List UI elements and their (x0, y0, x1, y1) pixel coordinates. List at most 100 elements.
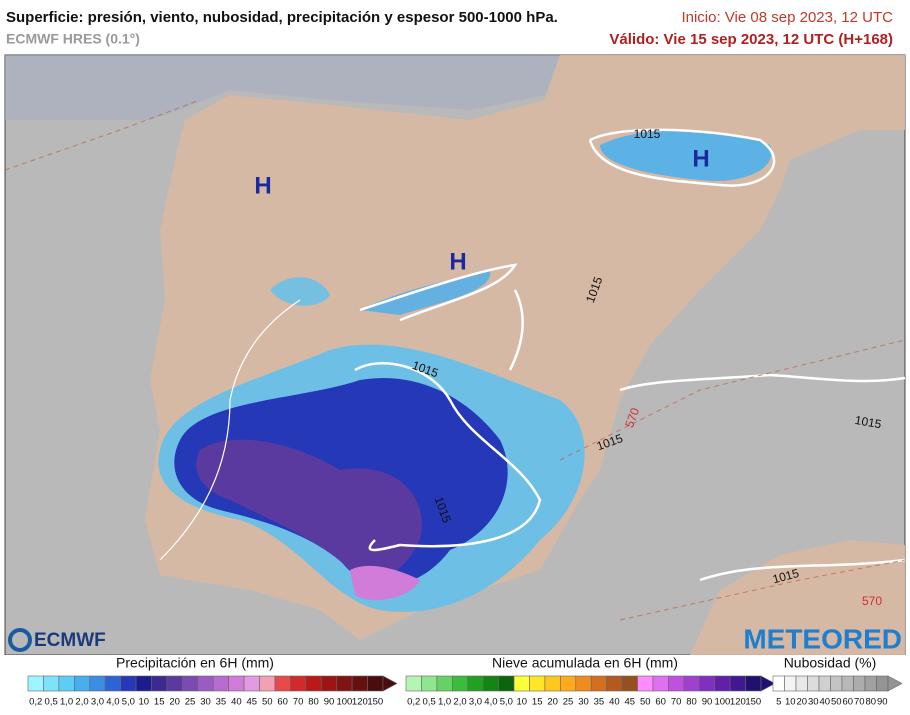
legend-swatch (320, 675, 337, 692)
legend-title: Nieve acumulada en 6H (mm) (492, 655, 678, 671)
legend-swatch (290, 675, 307, 692)
isobar-label: 1015 (854, 413, 883, 431)
legend-swatch (544, 675, 561, 692)
legend-label: 25 (185, 697, 196, 708)
legend-label: 100 (714, 697, 730, 708)
legend-label: 15 (154, 697, 165, 708)
legend-arrow (887, 675, 903, 692)
legend-label: 80 (686, 697, 697, 708)
legend-title: Nubosidad (%) (784, 655, 877, 671)
legend-label: 70 (293, 697, 304, 708)
legend-swatch (43, 675, 60, 692)
legend-swatch (876, 675, 889, 692)
legend-swatch (529, 675, 546, 692)
legend-label: 40 (231, 697, 242, 708)
legend-swatch (467, 675, 484, 692)
legend-label: 2,0 (453, 697, 466, 708)
legend-swatch (305, 675, 322, 692)
legend-label: 150 (745, 697, 761, 708)
legend-label: 20 (547, 697, 558, 708)
legend-swatch (436, 675, 453, 692)
legend-swatch (729, 675, 746, 692)
legend-label: 1,0 (438, 697, 451, 708)
legend-label: 30 (808, 697, 819, 708)
legend-swatch (421, 675, 438, 692)
legend-label: 40 (819, 697, 830, 708)
legend-label: 10 (138, 697, 149, 708)
legend-label: 35 (594, 697, 605, 708)
legend-swatch (58, 675, 75, 692)
legend-label: 4,0 (106, 697, 119, 708)
legend-label: 35 (216, 697, 227, 708)
legend-label: 4,0 (484, 697, 497, 708)
legend-label: 30 (200, 697, 211, 708)
ecmwf-logo: ECMWF (8, 628, 106, 652)
legend-swatch (74, 675, 91, 692)
legend-label: 45 (625, 697, 636, 708)
legend-swatch (182, 675, 199, 692)
legend-swatch (274, 675, 291, 692)
legend-label: 20 (169, 697, 180, 708)
legend-swatch (652, 675, 669, 692)
legend-label: 5,0 (500, 697, 513, 708)
legend-label: 60 (277, 697, 288, 708)
legend-label: 0,2 (407, 697, 420, 708)
legend-label: 60 (655, 697, 666, 708)
legend-swatch (197, 675, 214, 692)
legend-swatch (243, 675, 260, 692)
legend-swatch (513, 675, 530, 692)
legend-label: 20 (796, 697, 807, 708)
legend-swatch (166, 675, 183, 692)
legend-label: 100 (336, 697, 352, 708)
legend-label: 40 (609, 697, 620, 708)
legend-label: 50 (640, 697, 651, 708)
legend-label: 0,2 (29, 697, 42, 708)
legend-label: 150 (367, 697, 383, 708)
legend-label: 90 (877, 697, 888, 708)
legend-label: 120 (730, 697, 746, 708)
legend-label: 0,5 (45, 697, 58, 708)
legend-label: 10 (516, 697, 527, 708)
legend-label: 5 (776, 697, 781, 708)
legend-swatch (590, 675, 607, 692)
legend-label: 3,0 (91, 697, 104, 708)
legend-label: 15 (532, 697, 543, 708)
legend-swatch (560, 675, 577, 692)
legend-label: 120 (352, 697, 368, 708)
pressure-center: H (692, 145, 709, 172)
meteored-logo: METEORED (743, 623, 902, 654)
legend-swatch (864, 675, 877, 692)
legend-label: 70 (671, 697, 682, 708)
legend-swatch (668, 675, 685, 692)
legend-swatch (621, 675, 638, 692)
legend-label: 10 (785, 697, 796, 708)
ecmwf-text: ECMWF (34, 630, 106, 651)
legend-swatch (452, 675, 469, 692)
legend-swatch (784, 675, 797, 692)
legend-label: 70 (854, 697, 865, 708)
legend-swatch (104, 675, 121, 692)
legend-swatch (482, 675, 499, 692)
legend-label: 1,0 (60, 697, 73, 708)
legend-swatch (27, 675, 44, 692)
legend-swatch (830, 675, 843, 692)
legend-swatch (841, 675, 854, 692)
map (4, 54, 906, 656)
legend-label: 90 (702, 697, 713, 708)
thickness-label: 570 (862, 594, 882, 608)
legend-swatch (606, 675, 623, 692)
title: Superficie: presión, viento, nubosidad, … (6, 9, 558, 26)
legend-label: 80 (308, 697, 319, 708)
legend-label: 25 (563, 697, 574, 708)
legend-arrow (382, 675, 398, 692)
legend-swatch (637, 675, 654, 692)
pressure-center: H (254, 172, 271, 199)
legend-label: 45 (247, 697, 258, 708)
legend-label: 3,0 (469, 697, 482, 708)
legend-swatch (683, 675, 700, 692)
legend-swatch (795, 675, 808, 692)
pressure-center: H (449, 248, 466, 275)
legend-label: 30 (578, 697, 589, 708)
legend-label: 90 (324, 697, 335, 708)
legend-swatch (351, 675, 368, 692)
